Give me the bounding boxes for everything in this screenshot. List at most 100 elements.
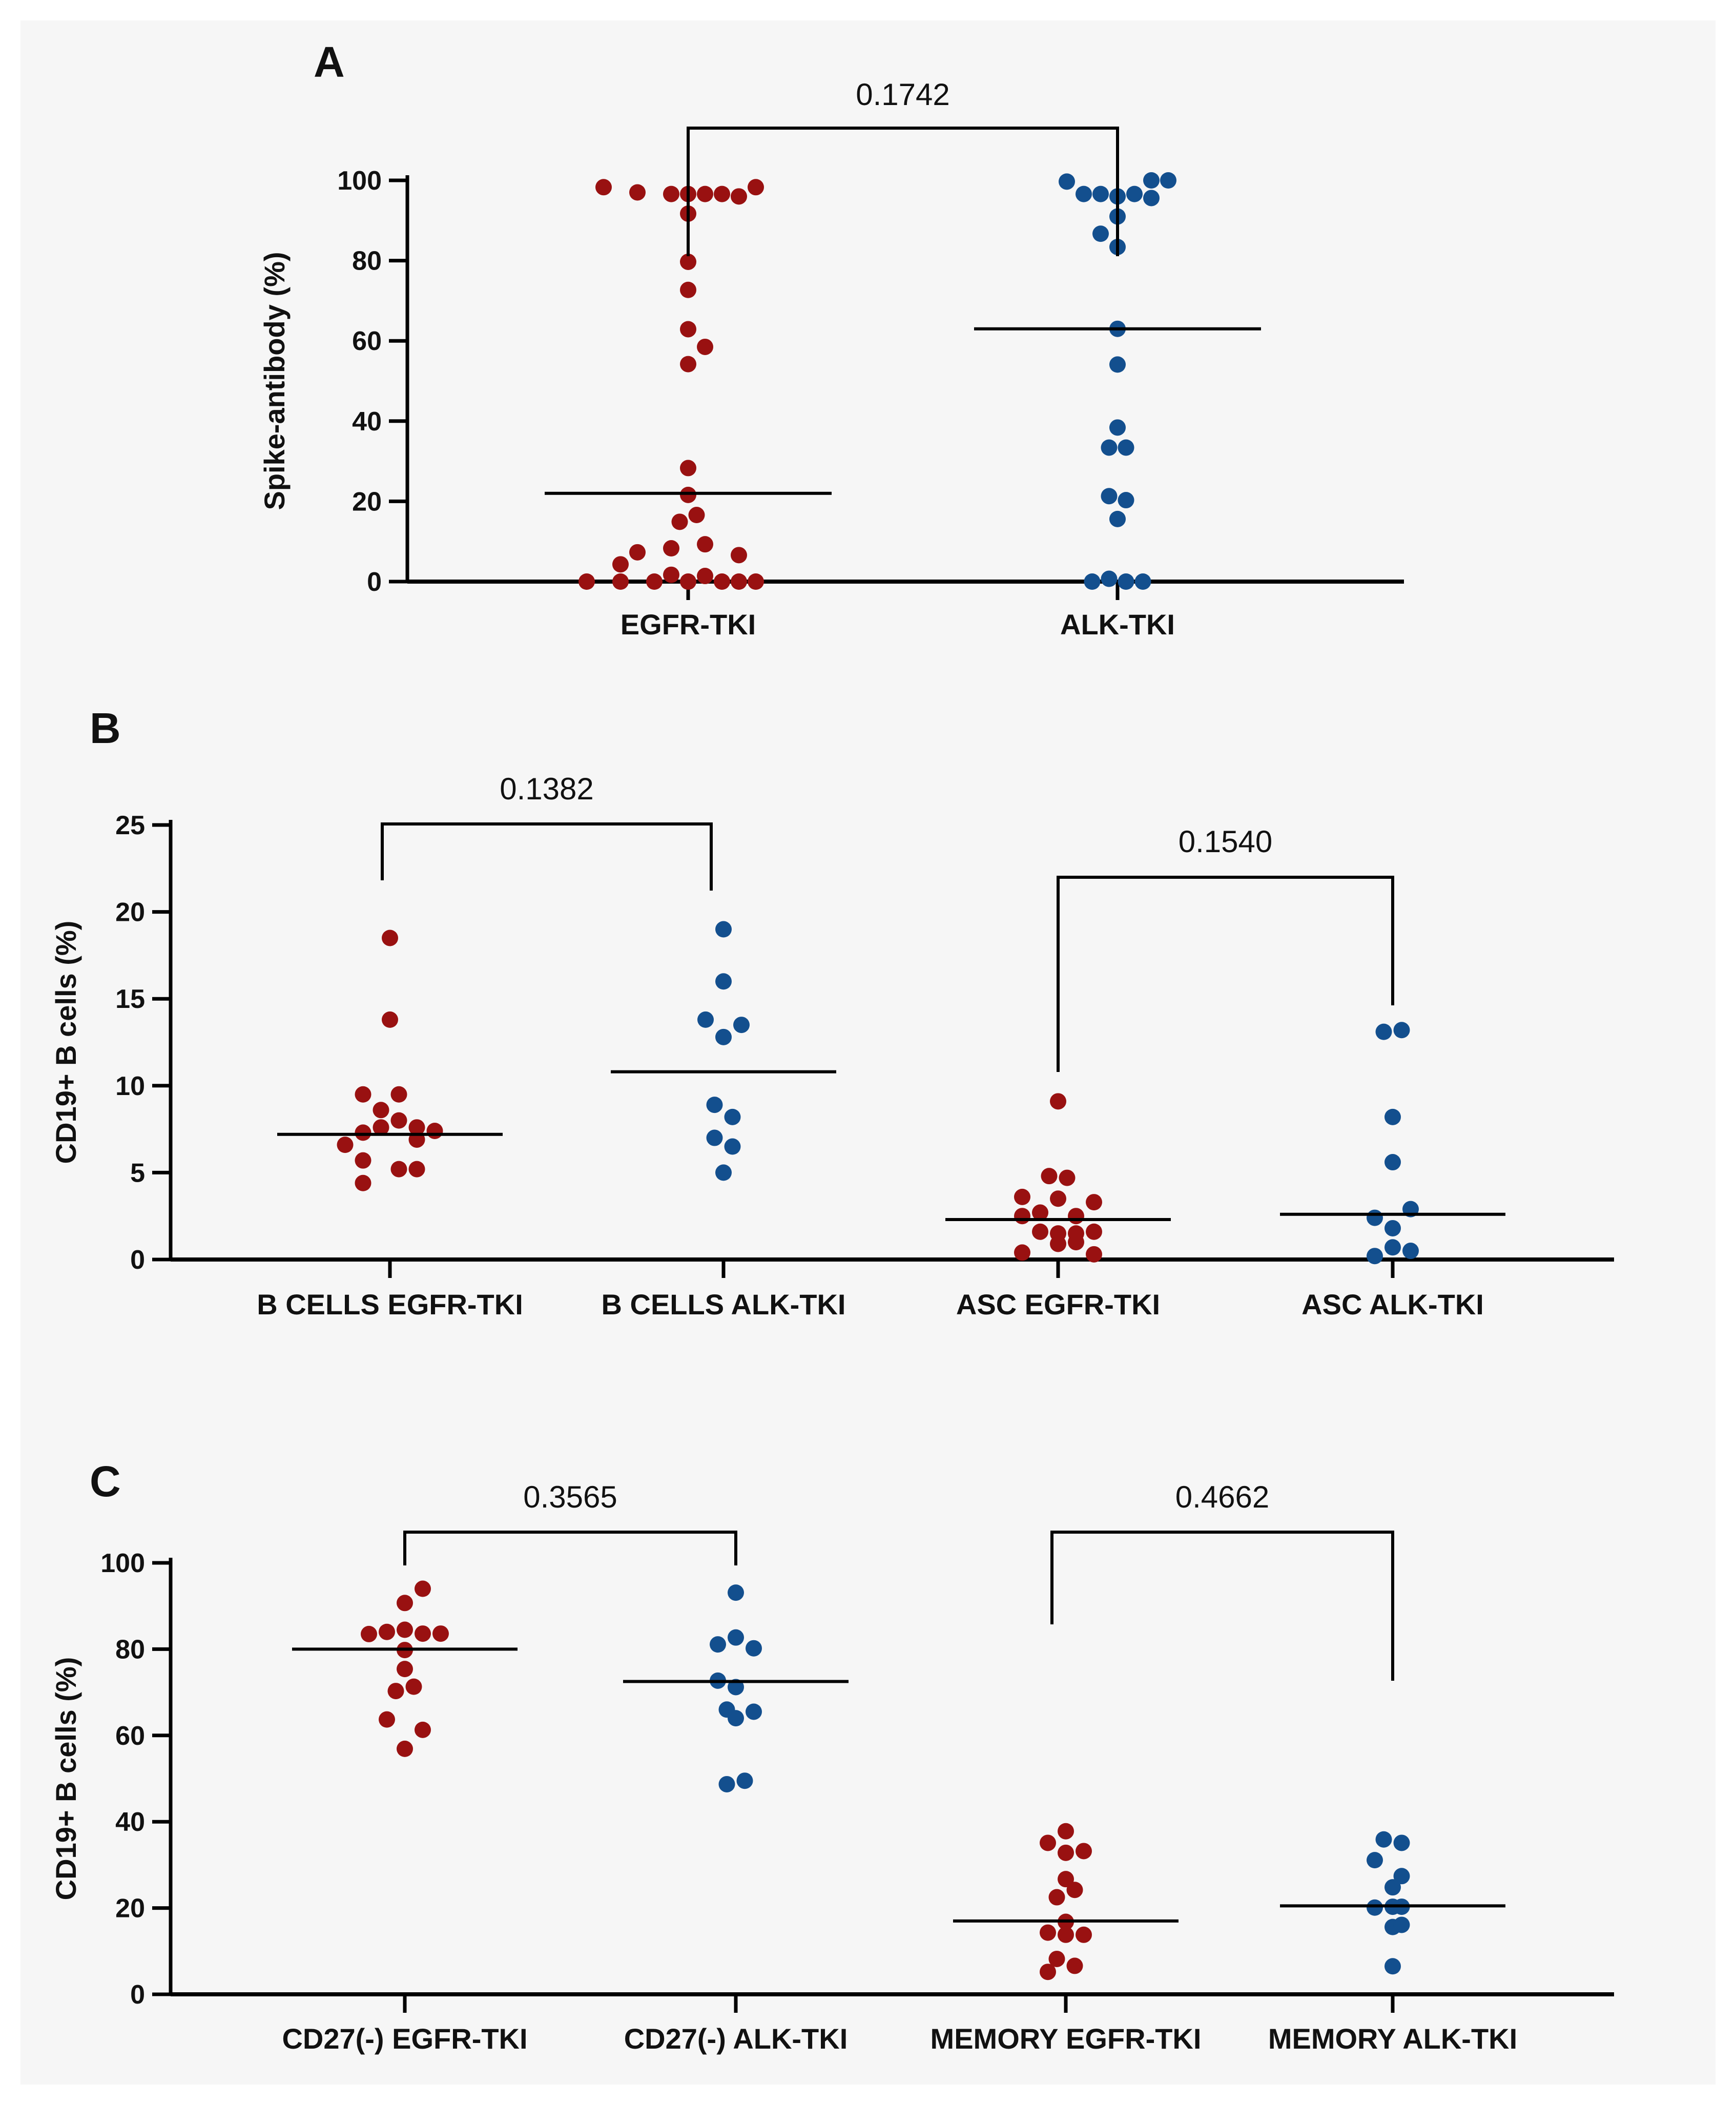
data-point [1384, 1239, 1401, 1256]
data-point [1059, 1169, 1076, 1186]
x-category-label: EGFR-TKI [621, 608, 756, 641]
data-point [1384, 1108, 1401, 1125]
y-tick-label: 10 [115, 1071, 145, 1101]
data-point [1058, 1871, 1074, 1888]
data-point [1041, 1168, 1058, 1185]
y-tick-label: 80 [352, 246, 382, 276]
panel-letter: A [314, 38, 345, 86]
data-point [715, 921, 732, 938]
data-point [1014, 1244, 1030, 1261]
data-point [1048, 1889, 1065, 1906]
data-point [1050, 1235, 1066, 1252]
data-point [697, 568, 713, 585]
data-point [432, 1625, 449, 1642]
data-point [1066, 1957, 1083, 1974]
comparison-bracket [381, 822, 713, 891]
x-category-label: CD27(-) EGFR-TKI [282, 2023, 527, 2055]
data-point [355, 1174, 371, 1191]
x-category-label: ALK-TKI [1060, 608, 1175, 641]
y-tick-label: 20 [115, 898, 145, 927]
data-point [1076, 1926, 1092, 1943]
y-tick-label: 0 [130, 1980, 145, 2010]
data-point [746, 1703, 762, 1720]
data-point [382, 1011, 398, 1028]
comparison-bracket [1050, 1531, 1394, 1681]
data-point [1384, 1879, 1401, 1896]
y-tick-label: 15 [115, 984, 145, 1014]
comparison-bracket [403, 1531, 737, 1565]
data-point [748, 573, 764, 590]
data-point [1084, 573, 1101, 590]
data-point [688, 507, 705, 524]
y-tick-label: 40 [115, 1807, 145, 1837]
panel-letter: B [90, 704, 121, 752]
y-tick-label: 25 [115, 811, 145, 840]
data-point [405, 1678, 422, 1695]
data-point [680, 356, 696, 373]
data-point [361, 1625, 377, 1642]
data-point [1086, 1246, 1102, 1263]
comparison-bracket [1057, 876, 1394, 1072]
data-point [415, 1721, 431, 1738]
data-point [355, 1152, 371, 1169]
data-point [1393, 1916, 1410, 1933]
y-tick-label: 5 [130, 1158, 145, 1188]
p-value-label: 0.1742 [856, 77, 950, 112]
x-category-label: ASC EGFR-TKI [956, 1288, 1160, 1320]
comparison-bracket [687, 127, 1119, 256]
data-point [1068, 1234, 1084, 1251]
data-point [382, 930, 398, 946]
panel-letter: C [90, 1457, 121, 1505]
data-point [1384, 1220, 1401, 1236]
data-point [1076, 1843, 1092, 1860]
data-point [397, 1661, 413, 1678]
data-point [1118, 573, 1134, 590]
data-point [1058, 1926, 1074, 1943]
data-point [1068, 1208, 1084, 1225]
data-point [1367, 1209, 1383, 1226]
data-point [731, 573, 747, 590]
data-point [397, 1621, 413, 1638]
data-point [1048, 1950, 1065, 1967]
data-point [1092, 225, 1109, 242]
data-point [379, 1623, 395, 1640]
y-tick-label: 40 [352, 407, 382, 437]
data-point [408, 1119, 425, 1136]
data-point [646, 573, 663, 590]
data-point [1066, 1882, 1083, 1898]
data-point [1059, 173, 1075, 190]
data-point [710, 1636, 726, 1653]
data-point [680, 460, 696, 477]
data-point [706, 1129, 723, 1146]
data-point [355, 1086, 371, 1103]
y-tick-label: 60 [115, 1721, 145, 1751]
data-point [390, 1112, 407, 1129]
p-value-label: 0.3565 [523, 1480, 617, 1514]
data-point [578, 573, 595, 590]
data-point [373, 1102, 389, 1119]
data-point [706, 1097, 723, 1113]
data-point [724, 1138, 741, 1155]
x-category-label: ASC ALK-TKI [1301, 1288, 1484, 1320]
y-tick-label: 0 [367, 567, 382, 597]
data-point [397, 1595, 413, 1612]
data-point [1393, 1834, 1410, 1851]
data-point [629, 544, 646, 561]
data-point [390, 1086, 407, 1103]
data-point [731, 188, 747, 205]
y-tick-label: 0 [130, 1245, 145, 1275]
data-point [595, 179, 612, 196]
y-tick-label: 20 [115, 1894, 145, 1924]
data-point [1109, 510, 1126, 527]
data-point [728, 1629, 744, 1646]
data-point [387, 1683, 404, 1700]
data-point [1160, 172, 1176, 189]
data-point [731, 547, 747, 564]
data-point [697, 338, 713, 355]
x-category-label: MEMORY ALK-TKI [1268, 2023, 1517, 2055]
y-tick-label: 100 [100, 1549, 145, 1578]
data-point [715, 1028, 732, 1045]
data-point [612, 556, 629, 573]
data-point [1118, 492, 1134, 509]
